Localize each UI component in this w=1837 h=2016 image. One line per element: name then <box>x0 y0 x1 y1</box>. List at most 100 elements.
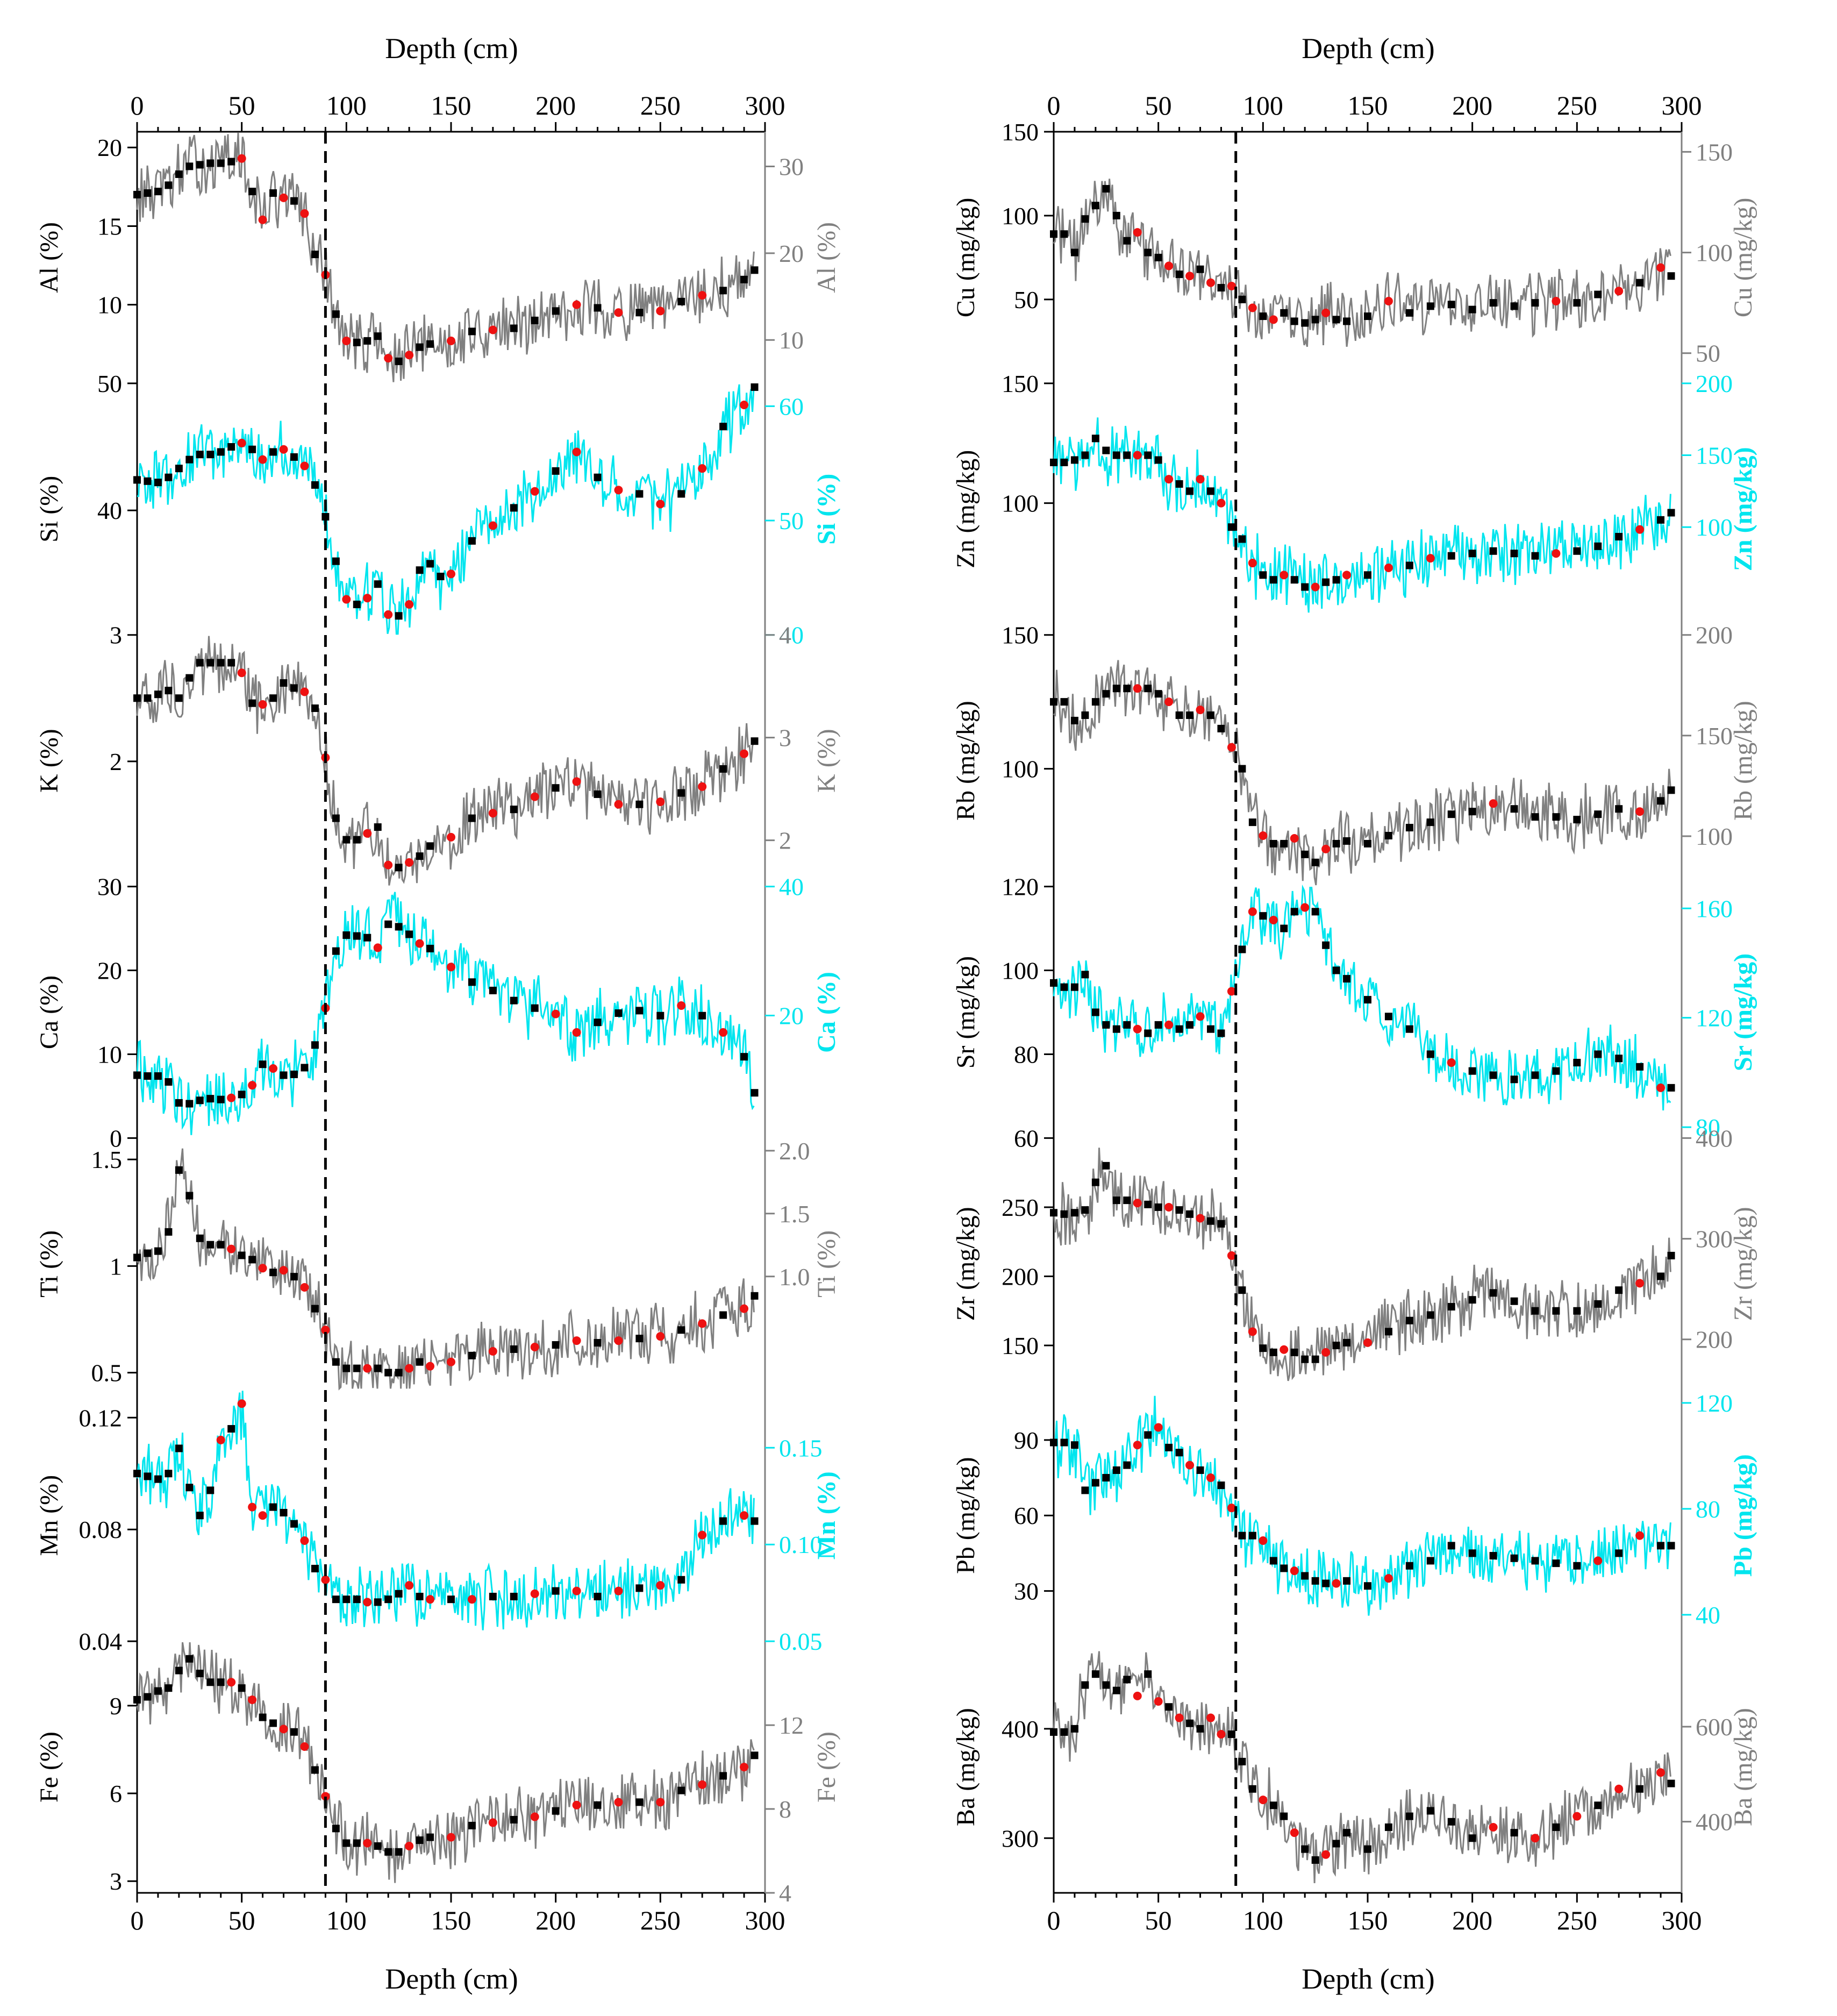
rb-bulk-square <box>1447 810 1455 818</box>
k-bulk-square <box>290 684 298 692</box>
sr-bulk-square <box>1636 1063 1644 1071</box>
cu-bulk-square <box>1175 270 1183 279</box>
cu-bulk-dot <box>1269 315 1278 324</box>
zr-bulk-square <box>1081 1206 1089 1214</box>
panel-zr: 150 200 250 200 300 400 Zr (mg/kg) Zr (mg/kg) <box>952 1124 1757 1381</box>
k-bulk-square <box>594 790 602 798</box>
al-bulk-square <box>719 287 727 295</box>
ca-bulk-square <box>531 1004 539 1012</box>
sr-bulk-square <box>1186 1021 1194 1029</box>
ba-bulk-square <box>1426 1807 1434 1815</box>
left-top-xtick-label: 250 <box>640 90 681 120</box>
k-left-axis-title: K (%) <box>35 729 63 793</box>
panel-sr: 60 80 100 120 80 120 160 Sr (mg/kg) Sr (mg/kg) <box>952 873 1757 1152</box>
fe-left-axis-title: Fe (%) <box>35 1732 63 1803</box>
zr-bulk-square <box>1615 1286 1623 1294</box>
al-bulk-square <box>395 357 403 365</box>
zr-bulk-square <box>1154 1203 1162 1211</box>
zn-bulk-square <box>1123 451 1131 459</box>
k-right-tick-label: 4 <box>779 622 791 649</box>
ti-bulk-square <box>144 1249 152 1257</box>
pb-bulk-square <box>1489 1552 1497 1560</box>
ti-bulk-square <box>206 1241 215 1249</box>
k-bulk-dot <box>300 687 309 696</box>
fe-scan-line <box>136 1642 755 1883</box>
ca-bulk-square <box>133 1071 141 1079</box>
rb-bulk-square <box>1405 824 1413 832</box>
top-xlabel-left: Depth (cm) <box>385 32 518 65</box>
si-bulk-square <box>468 537 476 545</box>
cu-bulk-square <box>1060 230 1068 238</box>
ti-bulk-dot <box>656 1332 665 1341</box>
zn-right-tick-label: 200 <box>1696 370 1733 397</box>
al-right-tick-label: 10 <box>779 326 804 354</box>
ba-bulk-dot <box>1217 1730 1226 1739</box>
ba-bulk-dot <box>1489 1822 1498 1832</box>
cu-bulk-dot <box>1133 228 1142 237</box>
k-bulk-square <box>468 814 476 822</box>
ba-bulk-square <box>1636 1785 1644 1793</box>
ba-bulk-square <box>1102 1681 1110 1689</box>
cu-bulk-square <box>1447 301 1455 309</box>
zr-bulk-square <box>1259 1344 1267 1352</box>
fe-left-tick-label: 9 <box>110 1692 122 1720</box>
pb-bulk-square <box>1405 1562 1413 1570</box>
ba-bulk-dot <box>1175 1713 1184 1722</box>
si-bulk-square <box>426 560 434 568</box>
zr-right-tick-label: 200 <box>1696 1326 1733 1354</box>
mn-bulk-square <box>144 1472 152 1480</box>
fe-bulk-dot <box>488 1818 497 1827</box>
cu-bulk-square <box>1144 248 1152 257</box>
fe-bulk-dot <box>740 1763 749 1772</box>
zn-right-tick-label: 100 <box>1696 514 1733 541</box>
k-bulk-square <box>719 765 727 773</box>
si-bulk-square <box>185 455 194 464</box>
pb-bulk-square <box>1311 1577 1319 1585</box>
rb-bulk-square <box>1301 850 1309 858</box>
ba-bulk-dot <box>1133 1691 1142 1700</box>
ti-bulk-dot <box>447 1357 455 1366</box>
ti-right-tick-label: 1.5 <box>779 1200 810 1228</box>
al-bulk-dot <box>300 209 309 218</box>
zn-bulk-square <box>1447 552 1455 560</box>
rb-bulk-dot <box>1227 743 1236 752</box>
left-top-xtick-label: 100 <box>326 90 367 120</box>
zr-bulk-square <box>1667 1251 1675 1259</box>
ca-bulk-dot <box>677 1001 686 1010</box>
sr-bulk-dot <box>1656 1083 1666 1092</box>
pb-bulk-square <box>1573 1562 1581 1570</box>
ba-bulk-square <box>1050 1728 1057 1736</box>
rb-right-tick-label: 200 <box>1696 622 1733 649</box>
fe-bulk-dot <box>698 1780 707 1789</box>
fe-bulk-square <box>269 1719 277 1727</box>
fe-right-axis-title: Fe (%) <box>812 1732 841 1803</box>
mn-bulk-square <box>133 1470 141 1478</box>
ba-bulk-square <box>1186 1719 1194 1727</box>
rb-bulk-square <box>1112 685 1120 693</box>
zr-bulk-square <box>1447 1303 1455 1311</box>
ca-bulk-dot <box>373 943 382 952</box>
ca-bulk-square <box>259 1060 267 1068</box>
zr-bulk-square <box>1531 1307 1539 1315</box>
cu-left-tick-label: 50 <box>1014 286 1039 314</box>
al-bulk-dot <box>342 336 351 345</box>
cu-bulk-square <box>1667 272 1675 280</box>
fe-bulk-square <box>332 1825 340 1833</box>
sr-bulk-dot <box>1164 1020 1174 1029</box>
ca-right-tick-label: 20 <box>779 1002 804 1029</box>
mn-bulk-square <box>332 1595 340 1604</box>
zr-right-tick-label: 300 <box>1696 1226 1733 1253</box>
si-bulk-square <box>269 448 277 456</box>
ti-bulk-square <box>635 1335 644 1343</box>
sr-bulk-square <box>1468 1067 1476 1075</box>
fe-bulk-square <box>311 1766 319 1774</box>
sr-bulk-square <box>1573 1059 1581 1067</box>
al-left-tick-label: 15 <box>97 212 122 240</box>
cu-bulk-square <box>1050 230 1057 238</box>
ca-bulk-square <box>154 1072 162 1080</box>
ba-bulk-square <box>1447 1818 1455 1826</box>
cu-bulk-square <box>1311 316 1319 324</box>
si-bulk-square <box>353 601 361 609</box>
mn-bulk-dot <box>740 1511 749 1520</box>
panel-ca: 0 10 20 30 20 40 Ca (%) Ca (%) <box>35 873 841 1152</box>
